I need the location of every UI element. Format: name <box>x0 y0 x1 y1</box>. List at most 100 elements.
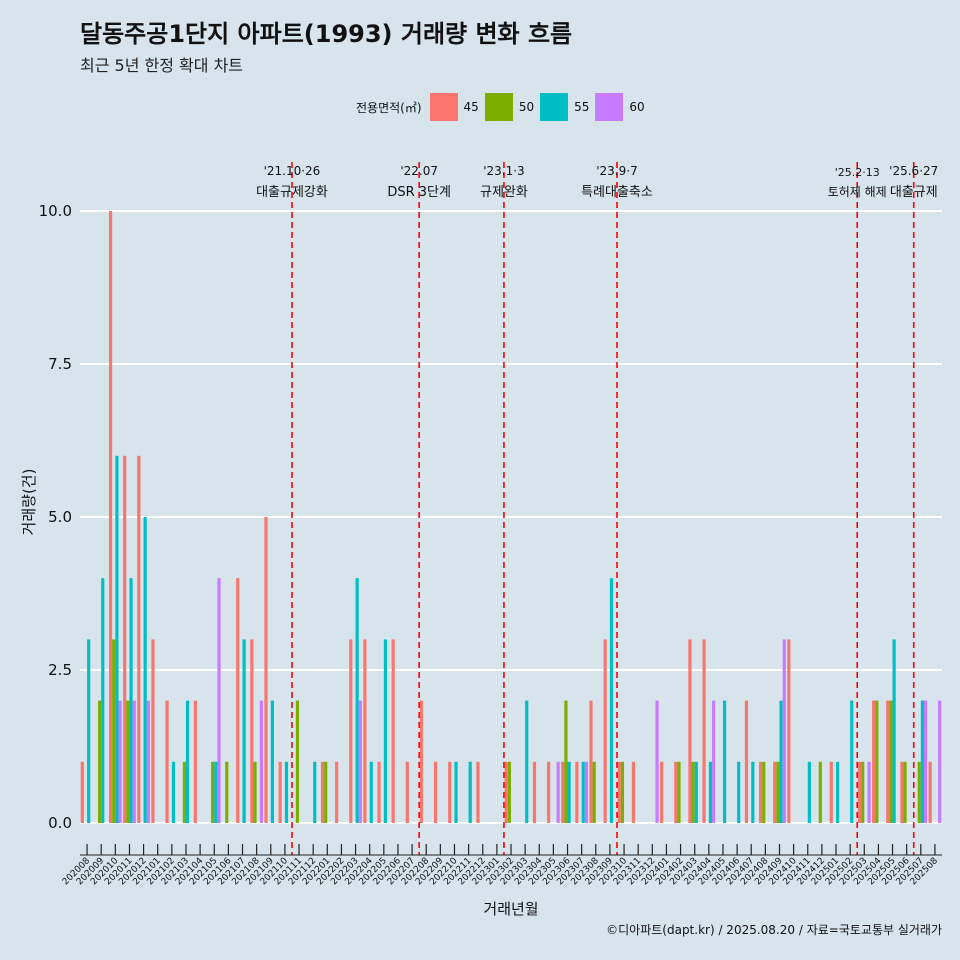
bar-202407-55 <box>751 761 755 823</box>
bar-202011-45 <box>123 455 127 823</box>
legend-label-50: 50 <box>518 100 535 114</box>
bar-202402-45 <box>674 761 678 823</box>
bar-202403-55 <box>694 761 698 823</box>
bar-202408-50 <box>762 761 766 823</box>
bar-202505-50 <box>889 700 893 823</box>
chart-subtitle: 최근 5년 한정 확대 차트 <box>80 56 244 75</box>
bar-202012-45 <box>137 455 141 823</box>
y-tick-label: 5.0 <box>48 508 72 526</box>
bar-202212-45 <box>476 761 480 823</box>
bar-202008-55 <box>87 639 91 823</box>
bar-202204-45 <box>363 639 367 823</box>
event-label: 대출규제강화 <box>256 185 328 200</box>
bar-202205-45 <box>377 761 381 823</box>
bar-202507-60 <box>923 700 928 823</box>
bar-202302-45 <box>504 761 508 823</box>
legend-item-55: 55 <box>540 93 589 121</box>
bar-202108-45 <box>250 639 254 823</box>
bar-202505-45 <box>886 700 890 823</box>
event-date: '21.10·26 <box>264 164 321 178</box>
bar-202009-50 <box>98 700 102 823</box>
bar-202010-55 <box>115 455 119 823</box>
bar-202401-45 <box>660 761 664 823</box>
event-date: '23.1·3 <box>483 164 524 178</box>
bar-202404-45 <box>702 639 706 823</box>
bar-202305-45 <box>547 761 551 823</box>
bar-202501-45 <box>829 761 833 823</box>
bar-202208-45 <box>419 700 424 823</box>
bar-202405-55 <box>722 700 727 823</box>
bar-202108-60 <box>259 700 263 823</box>
bar-202011-60 <box>132 700 136 823</box>
bar-202306-50 <box>564 700 568 823</box>
bar-202404-55 <box>708 761 713 823</box>
bar-202308-45 <box>589 700 593 823</box>
bar-202307-60 <box>584 761 589 823</box>
bar-202507-55 <box>920 700 924 823</box>
y-tick-label: 10.0 <box>39 202 72 220</box>
legend-item-45: 45 <box>429 93 479 121</box>
bar-202012-60 <box>146 700 150 823</box>
bar-202108-50 <box>253 761 257 823</box>
bar-202101-45 <box>151 639 155 823</box>
bar-202307-55 <box>581 761 585 823</box>
bar-202503-45 <box>857 761 862 823</box>
bar-202207-45 <box>405 761 409 823</box>
bar-202201-45 <box>320 761 325 823</box>
bar-202310-45 <box>617 761 621 823</box>
bar-202407-45 <box>744 700 749 823</box>
bar-202306-45 <box>561 761 565 823</box>
bar-202112-55 <box>313 761 317 823</box>
bar-202402-50 <box>677 761 681 823</box>
bar-202008-45 <box>80 761 84 823</box>
bar-202505-55 <box>892 639 896 823</box>
y-tick-label: 0.0 <box>48 814 72 832</box>
bar-202211-55 <box>468 761 472 823</box>
bar-202409-55 <box>779 700 783 823</box>
bar-202201-50 <box>324 761 328 823</box>
bar-202310-50 <box>620 761 625 823</box>
legend-swatch-50 <box>484 93 513 121</box>
legend-title: 전용면적(㎡) <box>356 100 422 115</box>
chart-title: 달동주공1단지 아파트(1993) 거래량 변화 흐름 <box>80 20 573 48</box>
bar-202406-55 <box>737 761 741 823</box>
bar-202412-50 <box>818 761 822 823</box>
bar-202508-60 <box>938 700 942 823</box>
event-label: 규제완화 <box>480 185 528 200</box>
legend-label-45: 45 <box>463 100 479 114</box>
gridlines <box>80 210 942 824</box>
bar-202210-45 <box>448 761 452 823</box>
bar-202311-45 <box>631 761 636 823</box>
caption: ©디아파트(dapt.kr) / 2025.08.20 / 자료=국토교통부 실… <box>606 923 942 937</box>
bar-202411-55 <box>807 761 811 823</box>
bar-202304-45 <box>532 761 537 823</box>
y-axis-label: 거래량(건) <box>20 469 38 536</box>
bar-202403-45 <box>688 639 692 823</box>
bar-202104-45 <box>193 700 197 823</box>
bar-202105-50 <box>211 761 215 823</box>
bar-202203-55 <box>355 578 359 823</box>
bar-202506-45 <box>900 761 904 823</box>
bar-202105-60 <box>217 578 221 823</box>
legend-swatch-55 <box>540 93 569 121</box>
bar-202410-45 <box>787 639 791 823</box>
bar-202303-55 <box>525 700 529 823</box>
bar-202503-50 <box>861 761 865 823</box>
bar-202011-50 <box>126 700 130 823</box>
bar-202308-50 <box>592 761 596 823</box>
event-label: 대출규제 <box>890 185 938 200</box>
y-tick-label: 2.5 <box>48 661 72 679</box>
bar-202504-45 <box>872 700 876 823</box>
bar-202110-55 <box>284 761 289 823</box>
event-label: 특례대출축소 <box>581 185 653 200</box>
bar-202107-45 <box>236 578 240 823</box>
bar-202102-55 <box>171 761 176 823</box>
event-date: '25.6·27 <box>889 164 938 178</box>
bar-202403-50 <box>691 761 695 823</box>
bar-202309-55 <box>609 578 614 823</box>
bar-202503-60 <box>867 761 871 823</box>
bar-202404-60 <box>712 700 716 823</box>
bar-202204-55 <box>369 761 373 823</box>
bar-202109-55 <box>270 700 274 823</box>
